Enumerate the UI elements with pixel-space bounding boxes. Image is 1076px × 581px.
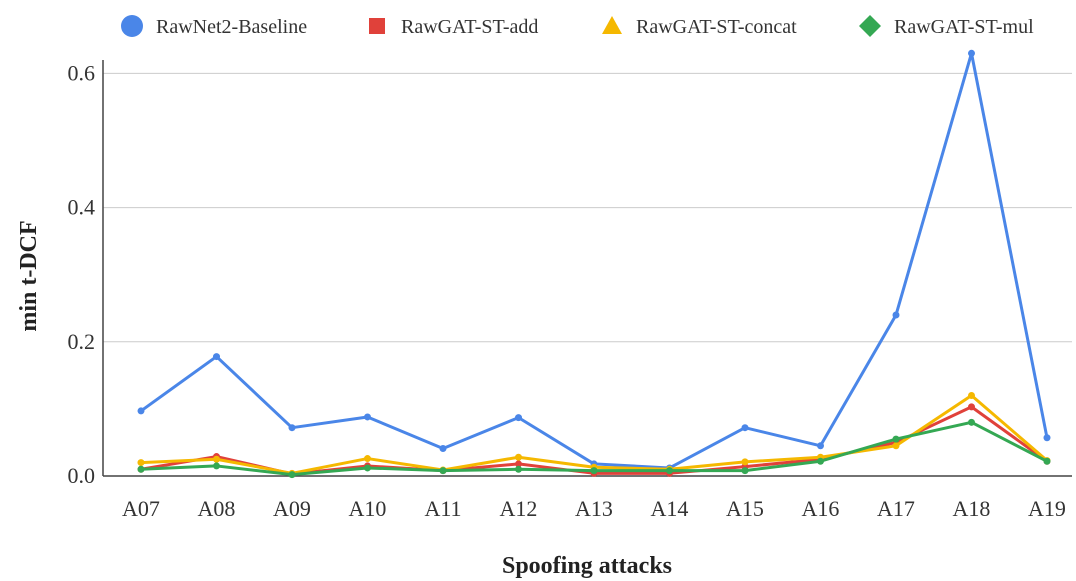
- data-point: [137, 407, 145, 415]
- data-point: [892, 311, 900, 319]
- x-tick-label: A15: [726, 496, 764, 521]
- data-point: [288, 471, 296, 479]
- data-point: [817, 442, 824, 450]
- x-tick-label: A07: [122, 496, 160, 521]
- x-tick-label: A18: [953, 496, 991, 521]
- legend-marker: [369, 18, 385, 34]
- legend: RawNet2-Baseline RawGAT-ST-add RawGAT-ST-c…: [121, 15, 1034, 38]
- x-axis-ticks: A07 A08 A09 A10 A11 A12 A13 A14 A15 A16 A17 A18 A19: [122, 496, 1066, 521]
- data-point: [515, 414, 522, 422]
- x-tick-label: A17: [877, 496, 915, 521]
- data-point: [892, 442, 900, 450]
- y-tick-label: 0.2: [68, 329, 96, 354]
- data-point: [892, 435, 900, 443]
- data-point: [288, 424, 296, 432]
- data-point: [968, 418, 975, 426]
- legend-item: RawGAT-ST-mul: [859, 15, 1034, 38]
- legend-label: RawGAT-ST-mul: [894, 16, 1034, 38]
- data-point: [515, 465, 522, 473]
- x-tick-label: A10: [349, 496, 387, 521]
- data-point: [968, 403, 975, 411]
- legend-marker: [121, 15, 143, 37]
- x-tick-label: A19: [1028, 496, 1066, 521]
- data-point: [137, 459, 145, 467]
- data-point: [741, 424, 749, 432]
- legend-label: RawGAT-ST-concat: [636, 16, 797, 38]
- data-point: [817, 457, 824, 465]
- x-tick-label: A14: [651, 496, 689, 521]
- data-point: [1043, 457, 1051, 465]
- data-point: [213, 353, 220, 361]
- legend-marker: [602, 16, 622, 34]
- x-tick-label: A11: [424, 496, 461, 521]
- x-tick-label: A08: [198, 496, 236, 521]
- x-tick-label: A12: [500, 496, 538, 521]
- legend-item: RawGAT-ST-add: [369, 16, 538, 38]
- y-tick-label: 0.0: [68, 463, 96, 488]
- data-point: [213, 462, 220, 470]
- legend-label: RawGAT-ST-add: [401, 16, 538, 38]
- data-point: [439, 467, 447, 475]
- data-point: [968, 391, 975, 399]
- data-point: [364, 455, 371, 463]
- series-rawnet2-baseline: [137, 49, 1051, 472]
- legend-item: RawNet2-Baseline: [121, 15, 307, 38]
- x-tick-label: A16: [802, 496, 840, 521]
- data-point: [1043, 434, 1051, 442]
- y-axis-ticks: 0.0 0.2 0.4 0.6: [68, 60, 96, 488]
- legend-marker: [859, 15, 881, 37]
- x-tick-label: A09: [273, 496, 311, 521]
- data-point: [364, 464, 371, 472]
- data-point: [364, 413, 371, 421]
- data-point: [590, 467, 598, 475]
- y-tick-label: 0.6: [68, 60, 96, 85]
- series-line: [140, 51, 1049, 470]
- data-point: [515, 453, 522, 461]
- gridlines: [102, 60, 1072, 477]
- legend-label: RawNet2-Baseline: [156, 16, 307, 38]
- data-point: [439, 444, 447, 452]
- data-point: [741, 467, 749, 475]
- data-point: [968, 49, 975, 57]
- series-rawgat-st-mul: [137, 418, 1051, 479]
- y-axis-title: min t-DCF: [16, 220, 42, 331]
- y-tick-label: 0.4: [68, 195, 96, 220]
- x-tick-label: A13: [575, 496, 613, 521]
- data-point: [741, 458, 749, 466]
- legend-item: RawGAT-ST-concat: [602, 16, 797, 38]
- series-lines: [137, 49, 1051, 479]
- data-point: [213, 455, 220, 463]
- data-point: [137, 465, 145, 473]
- data-point: [515, 460, 522, 468]
- data-point: [666, 467, 673, 475]
- x-axis-title: Spoofing attacks: [502, 553, 672, 579]
